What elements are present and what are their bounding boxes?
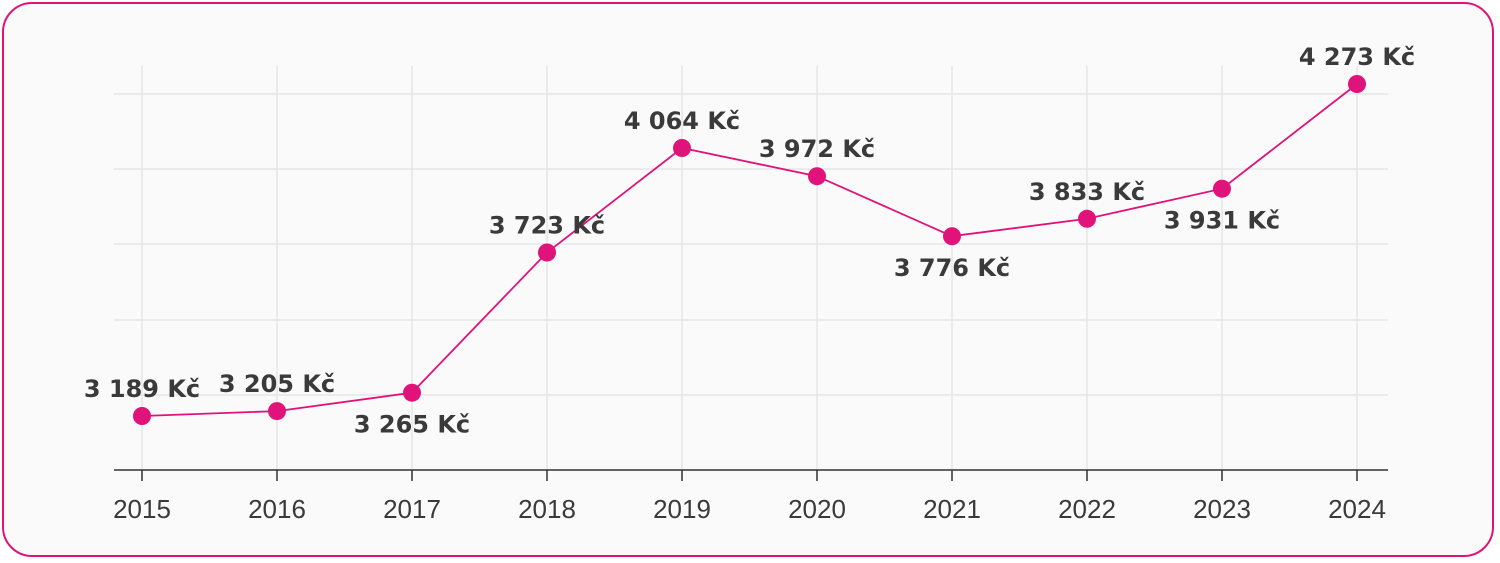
data-point [133,407,151,425]
data-point [1213,179,1231,198]
x-tick-label: 2020 [788,494,846,524]
data-label: 3 972 Kč [759,135,875,163]
data-label: 3 189 Kč [84,375,200,403]
data-label: 3 205 Kč [219,370,335,398]
grid-layer [114,66,1388,470]
line-chart: 2015 2016 2017 2018 2019 2020 2021 2022 2023 2024… [84,43,1415,524]
data-point [538,243,556,262]
x-tick-label: 2018 [518,494,576,524]
x-tick-label: 2017 [383,494,441,524]
data-label: 3 931 Kč [1164,207,1280,235]
label-layer: 3 189 Kč 3 205 Kč 3 265 Kč 3 723 Kč 4 064 Kč… [84,43,1415,439]
data-point [1348,75,1366,93]
x-tick-label: 2024 [1328,494,1386,524]
x-tick-label: 2016 [248,494,306,524]
x-tick-label: 2019 [653,494,711,524]
x-tick-label: 2023 [1193,494,1251,524]
data-point [673,139,691,157]
x-tick-label: 2015 [113,494,171,524]
data-point [808,167,826,186]
series-line [141,83,1358,417]
data-label: 3 776 Kč [894,254,1010,282]
data-point [943,227,961,246]
data-label: 3 833 Kč [1029,178,1145,206]
x-tick-label: 2022 [1058,494,1116,524]
data-label: 3 723 Kč [489,212,605,240]
data-point [403,383,421,402]
axis-layer: 2015 2016 2017 2018 2019 2020 2021 2022 2023 2024 [113,469,1388,524]
x-tick-label: 2021 [923,494,981,524]
data-point [1078,209,1096,228]
data-label: 3 265 Kč [354,411,470,439]
data-label: 4 064 Kč [624,107,740,135]
series-layer [133,75,1366,425]
data-point [268,402,286,421]
data-label: 4 273 Kč [1299,43,1415,71]
